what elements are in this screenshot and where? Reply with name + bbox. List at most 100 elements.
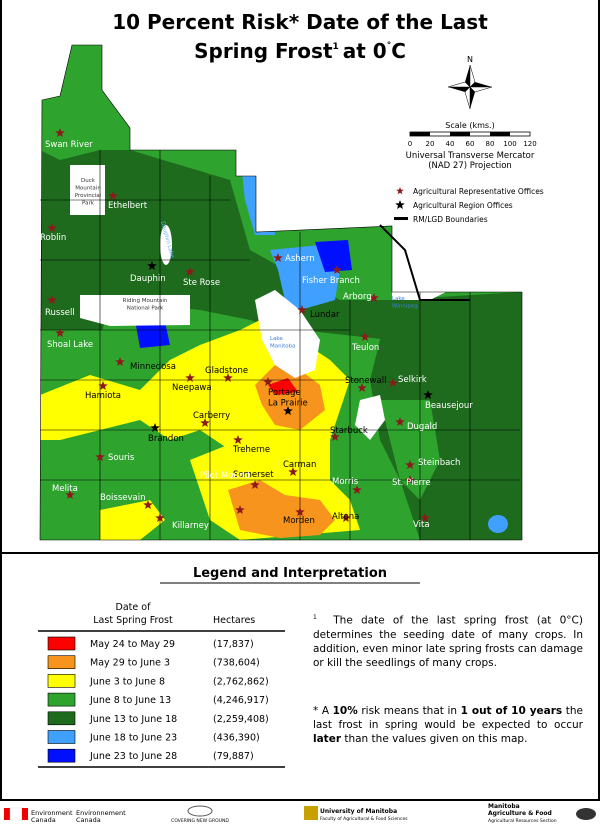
note-text: later <box>313 733 342 745</box>
legend-hectares: (79,887) <box>213 751 254 762</box>
boundaries <box>39 44 523 541</box>
place-label: Shoal Lake <box>47 340 93 350</box>
place-label: Morris <box>332 477 359 487</box>
footer-text: Manitoba <box>488 803 520 810</box>
key-symbol <box>394 217 408 220</box>
place-label: Lake <box>392 296 405 302</box>
place-label: Melita <box>52 484 78 494</box>
place-label: Russell <box>45 308 75 318</box>
title-sup: ° <box>387 41 392 51</box>
legend-rows: May 24 to May 29 (17,837) May 29 to June 3… <box>47 636 269 763</box>
office-star <box>288 467 298 476</box>
note-mark: 1 <box>313 614 317 621</box>
note-text: risk means that in <box>357 705 461 717</box>
place-label: Duck <box>81 178 96 184</box>
place-label: Lundar <box>310 310 340 320</box>
scale-tick: 100 <box>503 140 516 148</box>
place-label: Swan River <box>45 140 93 150</box>
office-star <box>115 357 125 366</box>
place-label: Mountain <box>75 186 101 192</box>
title-part: Spring Frost <box>194 39 333 63</box>
office-star <box>405 475 415 484</box>
place-label: Dauphin <box>130 274 166 284</box>
footer-text: COVERING NEW GROUND <box>171 818 229 824</box>
footer-text: Agricultural Resources Section <box>488 818 557 824</box>
place-label: Ashern <box>285 254 315 264</box>
office-star <box>295 507 305 516</box>
office-star <box>98 381 108 390</box>
note-text: 1 out of 10 years <box>460 705 563 717</box>
place-label: St. Pierre <box>392 478 431 488</box>
place-label: Morden <box>283 516 315 526</box>
legend-date: June 18 to June 23 <box>89 733 177 744</box>
office-star <box>395 417 405 426</box>
note-2: * A 10% risk means that in 1 out of 10 y… <box>313 704 583 746</box>
office-star <box>95 452 105 461</box>
legend-swatch <box>47 711 76 726</box>
place-label: Winnipeg <box>392 304 418 310</box>
place-label: Portage <box>268 388 301 398</box>
place-label: Carberry <box>193 411 230 421</box>
place-label: Brandon <box>148 434 184 444</box>
footer-text: Faculty of Agricultural & Food Sciences <box>320 816 408 822</box>
office-star <box>150 423 160 432</box>
place-label: Stonewall <box>345 376 386 386</box>
map-key: Agricultural Representative Offices Agric… <box>394 187 544 224</box>
office-star <box>55 328 65 337</box>
place-label: Pilot Mound <box>200 471 250 481</box>
title-sup: 1 <box>333 42 339 52</box>
legend-hectares: (4,246,917) <box>213 695 269 706</box>
place-label: Beausejour <box>425 401 473 411</box>
note-1: 1 The date of the last spring frost (at … <box>313 611 583 670</box>
place-label: Steinbach <box>418 458 460 468</box>
note-text: * A <box>313 705 333 717</box>
legend-hectares: (2,762,862) <box>213 676 269 687</box>
legend-date: June 8 to June 13 <box>89 695 171 706</box>
office-star <box>200 418 210 427</box>
office-star <box>388 378 398 387</box>
frame-line <box>379 224 470 301</box>
legend-date: May 29 to June 3 <box>90 658 170 669</box>
legend-date: June 23 to June 28 <box>89 751 177 762</box>
legend-hectares: (738,604) <box>213 658 260 669</box>
scale-tick: 40 <box>446 140 455 148</box>
key-label: Agricultural Representative Offices <box>413 187 544 196</box>
place-label: Fisher Branch <box>302 276 360 286</box>
scale-tick: 120 <box>523 140 536 148</box>
scale-bar <box>409 131 531 137</box>
office-star <box>357 383 367 392</box>
place-label: Hamiota <box>85 391 121 401</box>
legend-swatch <box>47 748 76 763</box>
legend-hectares: (2,259,408) <box>213 714 269 725</box>
legend-date: May 24 to May 29 <box>90 639 175 650</box>
scale-title: Scale (kms.) <box>445 121 494 130</box>
place-label: Somerset <box>233 470 274 480</box>
legend-hectares: (436,390) <box>213 733 260 744</box>
office-star <box>47 223 57 232</box>
legend-swatch <box>47 730 76 744</box>
title-part: at 0 <box>343 39 387 63</box>
north-label: N <box>467 55 473 64</box>
legend-title: Legend and Interpretation <box>193 566 387 581</box>
footer-text: Canada <box>76 816 101 824</box>
office-star <box>332 265 342 274</box>
legend-swatch <box>47 655 76 670</box>
legend-header: Date of <box>116 602 152 613</box>
legend-swatch <box>47 674 76 688</box>
office-star <box>235 505 245 514</box>
place-label: Boissevain <box>100 493 145 503</box>
office-star <box>360 332 370 341</box>
footer-text: Agriculture & Food <box>488 810 552 817</box>
place-label: Manitoba <box>270 344 296 350</box>
office-star <box>108 191 118 200</box>
office-star <box>233 435 243 444</box>
place-label: Roblin <box>40 233 66 243</box>
office-star <box>47 295 57 304</box>
office-star <box>341 513 351 522</box>
place-label: Arborg <box>343 292 372 302</box>
office-star <box>405 460 415 469</box>
legend-date: June 3 to June 8 <box>89 676 165 687</box>
office-star <box>263 377 273 386</box>
